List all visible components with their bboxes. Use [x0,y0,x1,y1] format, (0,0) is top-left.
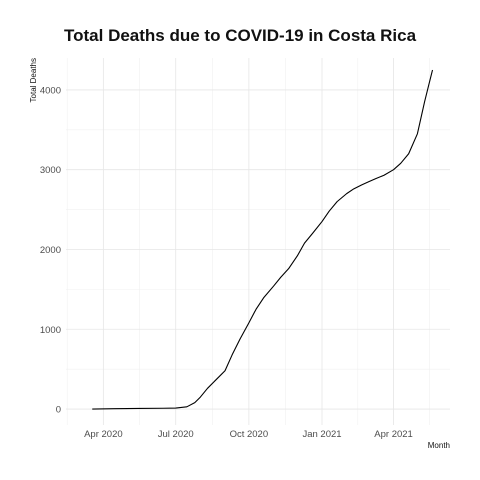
y-tick-label: 3000 [40,165,61,176]
x-tick-label: Oct 2020 [230,429,269,440]
series-line [92,69,434,410]
y-tick-label: 1000 [40,325,61,336]
chart-title: Total Deaths due to COVID-19 in Costa Ri… [64,26,417,45]
x-tick-label: Apr 2020 [84,429,123,440]
y-tick-label: 2000 [40,245,61,256]
x-tick-label: Jan 2021 [302,429,341,440]
y-tick-label: 0 [56,405,61,416]
y-tick-label: 4000 [40,85,61,96]
x-tick-label: Jul 2020 [158,429,194,440]
y-axis-title: Total Deaths [29,58,38,102]
x-tick-label: Apr 2021 [374,429,413,440]
x-axis-title: Month [428,441,450,450]
